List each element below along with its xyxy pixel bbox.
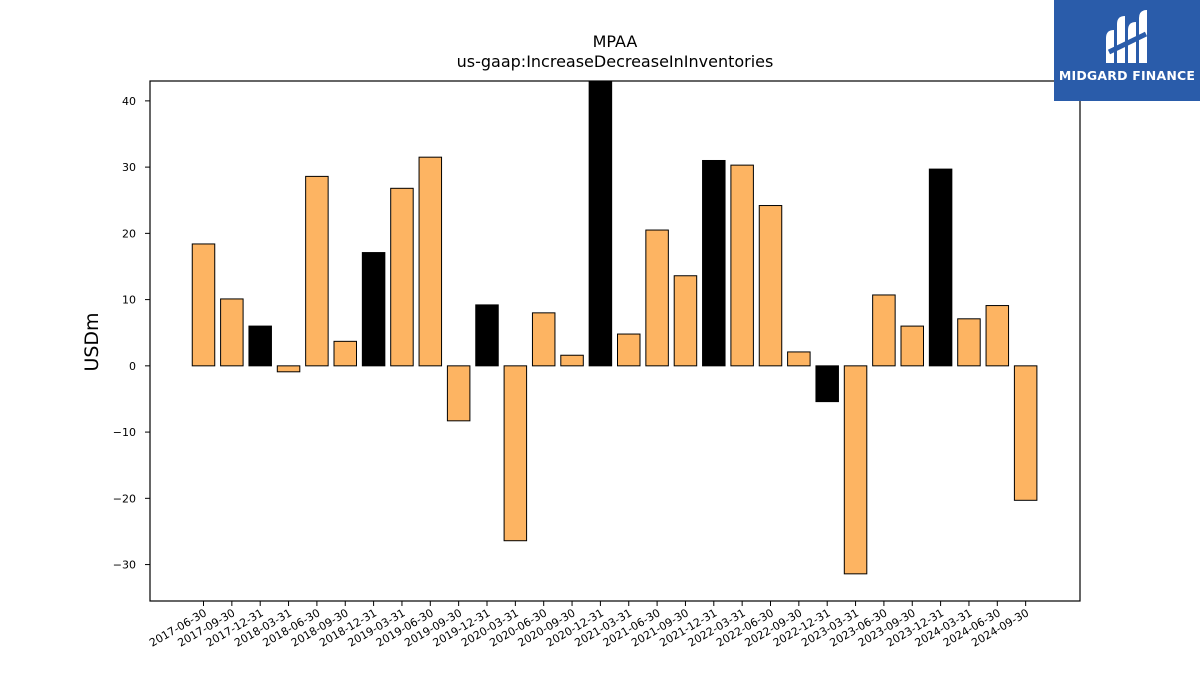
bar xyxy=(815,365,839,403)
bar xyxy=(446,365,471,422)
bar xyxy=(928,168,953,367)
bar xyxy=(276,365,301,373)
bar xyxy=(418,156,443,367)
y-tick-label: −10 xyxy=(113,426,136,439)
y-tick-label: 0 xyxy=(129,360,136,373)
bar xyxy=(985,305,1010,367)
bar xyxy=(673,275,698,367)
bar xyxy=(333,340,357,367)
bar xyxy=(305,175,329,367)
bar xyxy=(390,187,414,367)
bar xyxy=(248,325,272,367)
chart-title: MPAA xyxy=(592,32,638,51)
bar xyxy=(1013,365,1038,501)
bar xyxy=(872,294,896,367)
bar xyxy=(503,365,528,542)
bar xyxy=(220,298,244,367)
plot-frame xyxy=(149,80,1081,602)
bar xyxy=(588,80,613,367)
bar xyxy=(730,164,754,367)
y-tick-label: −30 xyxy=(113,559,136,572)
bar xyxy=(900,325,924,367)
logo-mark-icon xyxy=(1106,10,1148,63)
y-tick-label: 30 xyxy=(122,161,136,174)
bar xyxy=(531,312,556,367)
chart-subtitle: us-gaap:IncreaseDecreaseInInventories xyxy=(456,52,774,71)
bar xyxy=(191,243,216,367)
bar xyxy=(702,159,726,367)
bar xyxy=(645,229,669,367)
y-tick-label: 20 xyxy=(122,227,136,240)
bar xyxy=(617,333,641,367)
y-tick-label: 40 xyxy=(122,95,136,108)
bar xyxy=(361,252,386,367)
bar xyxy=(787,351,811,367)
bar xyxy=(758,205,783,367)
bar xyxy=(560,354,584,367)
bar xyxy=(843,365,868,575)
bar xyxy=(957,318,981,367)
logo-text: MIDGARD FINANCE xyxy=(1058,68,1196,83)
bar xyxy=(475,304,499,367)
brand-logo: MIDGARD FINANCE xyxy=(1054,0,1200,101)
y-tick-label: 10 xyxy=(122,294,136,307)
y-tick-label: −20 xyxy=(113,492,136,505)
